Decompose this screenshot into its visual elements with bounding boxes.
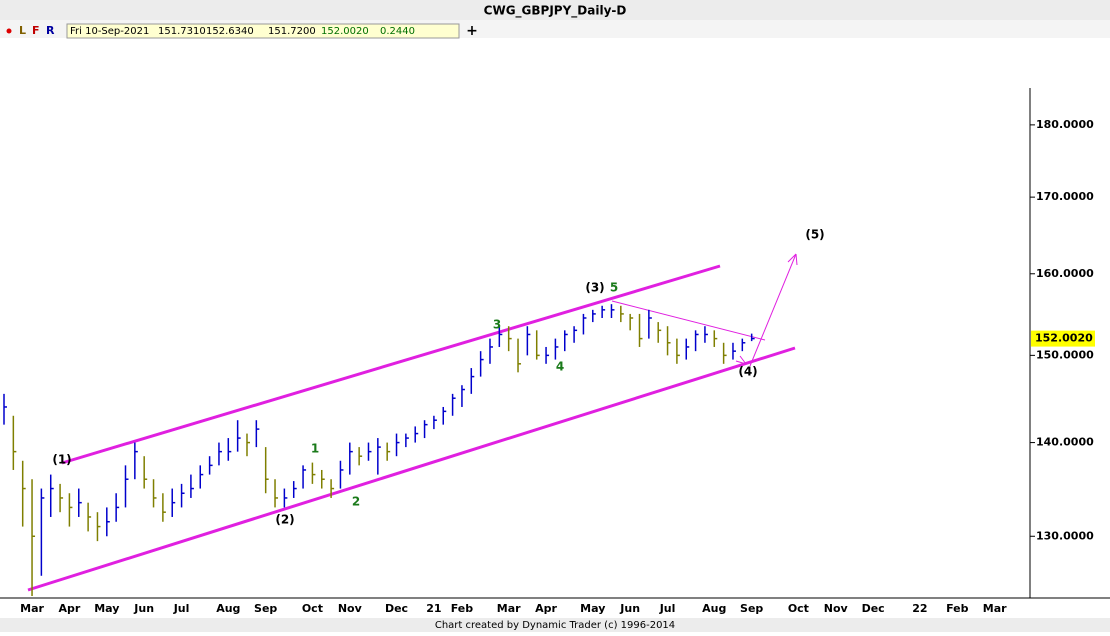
y-tick-label: 150.0000	[1036, 348, 1094, 361]
info-open: 151.7310	[158, 26, 206, 37]
x-tick-label: Sep	[254, 602, 277, 615]
x-tick-label: 22	[912, 602, 927, 615]
info-close: 152.0020	[321, 26, 369, 37]
wave-label: 2	[352, 495, 360, 509]
trend-line	[61, 264, 721, 465]
x-tick-label: Mar	[497, 602, 521, 615]
arrow-head	[735, 355, 747, 365]
x-tick-label: Aug	[216, 602, 240, 615]
info-box	[66, 23, 460, 39]
chart-title: CWG_GBPJPY_Daily-D	[484, 4, 627, 19]
x-tick-label: Jul	[659, 602, 676, 615]
y-tick-label: 130.0000	[1036, 529, 1094, 542]
wave-label: (1)	[52, 453, 71, 467]
wave-label: (3)	[585, 281, 604, 295]
wave-label: 5	[610, 281, 618, 295]
y-tick-label: 180.0000	[1036, 118, 1094, 131]
info-high: 152.6340	[206, 26, 254, 37]
last-price-label: 152.0020	[1035, 332, 1093, 345]
footer-bar	[0, 618, 1110, 632]
wave-label: 3	[493, 318, 501, 332]
wave-label: (5)	[805, 228, 824, 242]
title-bar	[0, 0, 1110, 20]
wave-label: (4)	[738, 365, 757, 379]
add-button[interactable]: +	[466, 23, 478, 39]
x-tick-label: Nov	[338, 602, 363, 615]
arrow-head	[787, 253, 798, 266]
x-tick-label: Oct	[788, 602, 809, 615]
x-tick-label: Feb	[946, 602, 969, 615]
x-tick-label: May	[94, 602, 119, 615]
record-dot	[6, 28, 12, 34]
projection-arrow	[749, 253, 797, 367]
wave-label: (2)	[275, 513, 294, 527]
y-tick-label: 140.0000	[1036, 436, 1094, 449]
info-date: Fri 10-Sep-2021	[70, 26, 149, 37]
x-tick-label: Mar	[983, 602, 1007, 615]
x-tick-label: May	[580, 602, 605, 615]
button[interactable]: F	[32, 24, 40, 37]
info-low: 151.7200	[268, 26, 316, 37]
trend-line	[611, 300, 766, 341]
x-tick-label: Apr	[59, 602, 81, 615]
x-tick-label: Jun	[619, 602, 640, 615]
trend-line	[27, 346, 796, 592]
wave-label: 4	[556, 360, 564, 374]
x-tick-label: Oct	[302, 602, 323, 615]
button[interactable]: R	[46, 24, 55, 37]
x-tick-label: 21	[426, 602, 441, 615]
button[interactable]: L	[19, 24, 26, 37]
footer: Chart created by Dynamic Trader (c) 1996…	[435, 620, 675, 631]
y-tick-label: 170.0000	[1036, 190, 1094, 203]
wave-label: 1	[311, 442, 319, 456]
x-tick-label: Jul	[173, 602, 190, 615]
last-price-box	[1031, 330, 1095, 347]
x-tick-label: Dec	[385, 602, 408, 615]
x-tick-label: Aug	[702, 602, 726, 615]
x-tick-label: Mar	[20, 602, 44, 615]
info-change: 0.2440	[380, 26, 415, 37]
x-tick-label: Apr	[535, 602, 557, 615]
x-tick-label: Jun	[133, 602, 154, 615]
y-tick-label: 160.0000	[1036, 267, 1094, 280]
x-tick-label: Nov	[824, 602, 849, 615]
x-tick-label: Sep	[740, 602, 763, 615]
x-tick-label: Feb	[451, 602, 474, 615]
x-tick-label: Dec	[862, 602, 885, 615]
